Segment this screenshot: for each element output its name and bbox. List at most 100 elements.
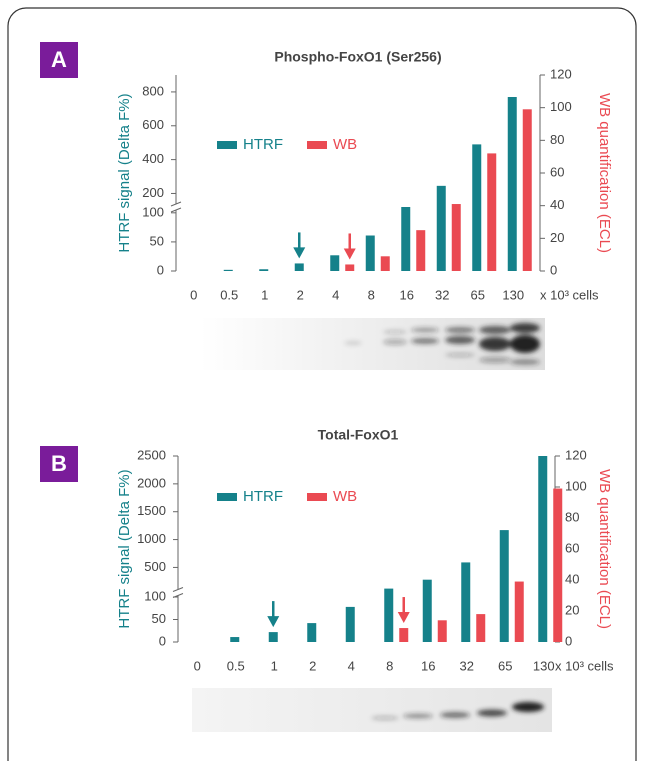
- y2-tick-label: 60: [550, 164, 564, 179]
- y-tick-label: 100: [142, 204, 164, 219]
- bar: [437, 186, 446, 271]
- x-tick-label: 16: [421, 658, 435, 673]
- x-tick-label: 4: [348, 658, 355, 673]
- x-tick-label: 32: [435, 287, 449, 302]
- x-axis-title: x 10³ cells: [555, 658, 614, 673]
- x-tick-label: 2: [297, 287, 304, 302]
- blot-b: [192, 688, 552, 732]
- frame: [8, 8, 636, 761]
- y2-tick-label: 40: [565, 571, 579, 586]
- arrow-head: [344, 248, 356, 259]
- bar: [538, 456, 547, 642]
- y-tick-label: 1000: [137, 531, 166, 546]
- bar: [269, 632, 278, 642]
- y2-tick-label: 80: [550, 132, 564, 147]
- legend-swatch: [307, 141, 327, 149]
- bar: [452, 204, 461, 271]
- bar: [295, 263, 304, 271]
- axis-break: [173, 588, 183, 598]
- x-tick-label: 0.5: [220, 287, 238, 302]
- bar: [259, 269, 268, 271]
- x-tick-label: 8: [368, 287, 375, 302]
- y2-tick-label: 120: [550, 66, 572, 81]
- bar: [384, 589, 393, 642]
- bar: [508, 97, 517, 271]
- y2-tick-label: 100: [565, 478, 587, 493]
- x-tick-label: 0.5: [227, 658, 245, 673]
- y-tick-label: 1500: [137, 503, 166, 518]
- y2-tick-label: 0: [565, 633, 572, 648]
- bar: [399, 628, 408, 642]
- y-tick-label: 50: [150, 233, 164, 248]
- x-tick-label: 1: [271, 658, 278, 673]
- y-tick-label: 500: [144, 559, 166, 574]
- y-tick-label: 2000: [137, 475, 166, 490]
- bar: [230, 637, 239, 642]
- y2-tick-label: 60: [565, 540, 579, 555]
- y-tick-label: 100: [144, 588, 166, 603]
- legend-swatch: [307, 493, 327, 501]
- legend-label: HTRF: [243, 136, 283, 153]
- bar: [476, 614, 485, 642]
- bar: [346, 607, 355, 642]
- y-tick-label: 400: [142, 151, 164, 166]
- bar: [381, 256, 390, 271]
- bar: [553, 489, 562, 642]
- legend-label: HTRF: [243, 488, 283, 505]
- y2-axis-title: WB quantification (ECL): [596, 469, 613, 629]
- legend-label: WB: [333, 136, 357, 153]
- x-tick-label: 16: [400, 287, 414, 302]
- y2-tick-label: 0: [550, 262, 557, 277]
- arrow-head: [293, 247, 305, 258]
- legend-swatch: [217, 141, 237, 149]
- y-tick-label: 200: [142, 185, 164, 200]
- y2-tick-label: 120: [565, 447, 587, 462]
- bar: [416, 230, 425, 271]
- arrow-head: [398, 612, 410, 623]
- y-tick-label: 800: [142, 83, 164, 98]
- blot-a: [200, 318, 545, 370]
- y2-tick-label: 40: [550, 197, 564, 212]
- chart-title: Phospho-FoxO1 (Ser256): [274, 49, 441, 65]
- x-tick-label: 65: [471, 287, 485, 302]
- y2-axis-title: WB quantification (ECL): [596, 93, 613, 253]
- bar: [472, 144, 481, 271]
- x-tick-label: 4: [332, 287, 339, 302]
- x-tick-label: 130: [533, 658, 555, 673]
- bar: [224, 270, 233, 271]
- bar: [307, 623, 316, 642]
- bar: [500, 530, 509, 642]
- legend-label: WB: [333, 488, 357, 505]
- x-tick-label: 130: [502, 287, 524, 302]
- arrow-head: [267, 616, 279, 627]
- y2-tick-label: 20: [565, 602, 579, 617]
- chart-title: Total-FoxO1: [318, 427, 399, 443]
- y2-tick-label: 20: [550, 230, 564, 245]
- panel-label: A: [51, 47, 67, 72]
- y-tick-label: 0: [157, 262, 164, 277]
- axis-break: [171, 202, 181, 212]
- y-tick-label: 600: [142, 117, 164, 132]
- bar: [401, 207, 410, 271]
- bar: [461, 562, 470, 642]
- y-axis-title: HTRF signal (Delta F%): [116, 469, 133, 628]
- x-tick-label: 65: [498, 658, 512, 673]
- bar: [523, 109, 532, 271]
- panel-label: B: [51, 451, 67, 476]
- bar: [487, 153, 496, 271]
- y-tick-label: 50: [152, 611, 166, 626]
- x-tick-label: 1: [261, 287, 268, 302]
- x-tick-label: 32: [460, 658, 474, 673]
- bar: [330, 255, 339, 271]
- y-tick-label: 0: [159, 633, 166, 648]
- bar: [438, 620, 447, 642]
- y2-tick-label: 100: [550, 99, 572, 114]
- y-axis-title: HTRF signal (Delta F%): [116, 93, 133, 252]
- y-tick-label: 2500: [137, 447, 166, 462]
- bar: [345, 264, 354, 271]
- bar: [423, 580, 432, 642]
- x-tick-label: 8: [386, 658, 393, 673]
- y2-tick-label: 80: [565, 509, 579, 524]
- x-tick-label: 0: [194, 658, 201, 673]
- x-tick-label: 2: [309, 658, 316, 673]
